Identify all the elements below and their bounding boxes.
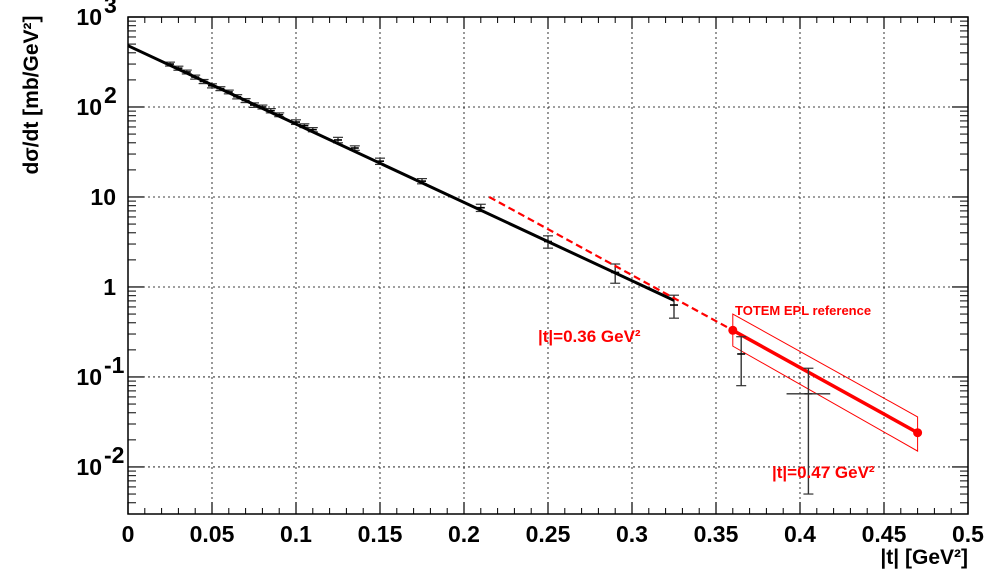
x-tick-label: 0.5 — [952, 521, 984, 547]
y-tick-exponent: 3 — [104, 0, 117, 18]
reference-band — [728, 313, 923, 452]
y-tick-label: 10 — [76, 454, 102, 480]
plot-frame — [127, 16, 969, 515]
reference-end-point — [913, 428, 923, 438]
y-tick-label: 10 — [76, 364, 102, 390]
x-tick-label: 0.35 — [694, 521, 739, 547]
reference-central-line — [731, 328, 919, 435]
y-tick-label: 10 — [76, 94, 102, 120]
x-tick-label: 0.25 — [526, 521, 571, 547]
y-tick-label: 1 — [103, 274, 116, 300]
y-tick-exponent: 2 — [104, 82, 117, 108]
y-tick-label: 10 — [76, 4, 102, 30]
reference-band-outline — [732, 313, 919, 452]
x-tick-label: 0.05 — [190, 521, 235, 547]
grid — [128, 17, 968, 514]
data-points — [165, 61, 831, 495]
y-tick-exponent: -2 — [104, 442, 124, 468]
y-tick-exponent: -1 — [104, 352, 125, 378]
exponential-fit-line — [127, 44, 675, 302]
data-point — [736, 336, 747, 387]
x-tick-label: 0.1 — [280, 521, 312, 547]
x-axis-title: |t| [GeV²] — [880, 546, 968, 569]
x-tick-label: 0.15 — [358, 521, 403, 547]
x-tick-label: 0.4 — [784, 521, 816, 547]
t-036-label: |t|=0.36 GeV² — [538, 327, 641, 346]
axes: 0 0.05 0.1 0.15 0.2 0.25 0.3 0.35 0.4 0.45 0.510 -2… — [76, 0, 984, 547]
y-axis-title: dσ/dt [mb/GeV²] — [20, 15, 43, 174]
fit-lines — [127, 44, 734, 332]
x-tick-label: 0.2 — [448, 521, 480, 547]
extrapolation-line — [488, 196, 734, 332]
x-tick-label: 0.45 — [862, 521, 907, 547]
x-tick-label: 0.3 — [616, 521, 648, 547]
y-tick-label: 10 — [90, 184, 116, 210]
x-tick-label: 0 — [122, 521, 135, 547]
reference-label: TOTEM EPL reference — [735, 303, 871, 318]
t-047-label: |t|=0.47 GeV² — [772, 463, 875, 482]
